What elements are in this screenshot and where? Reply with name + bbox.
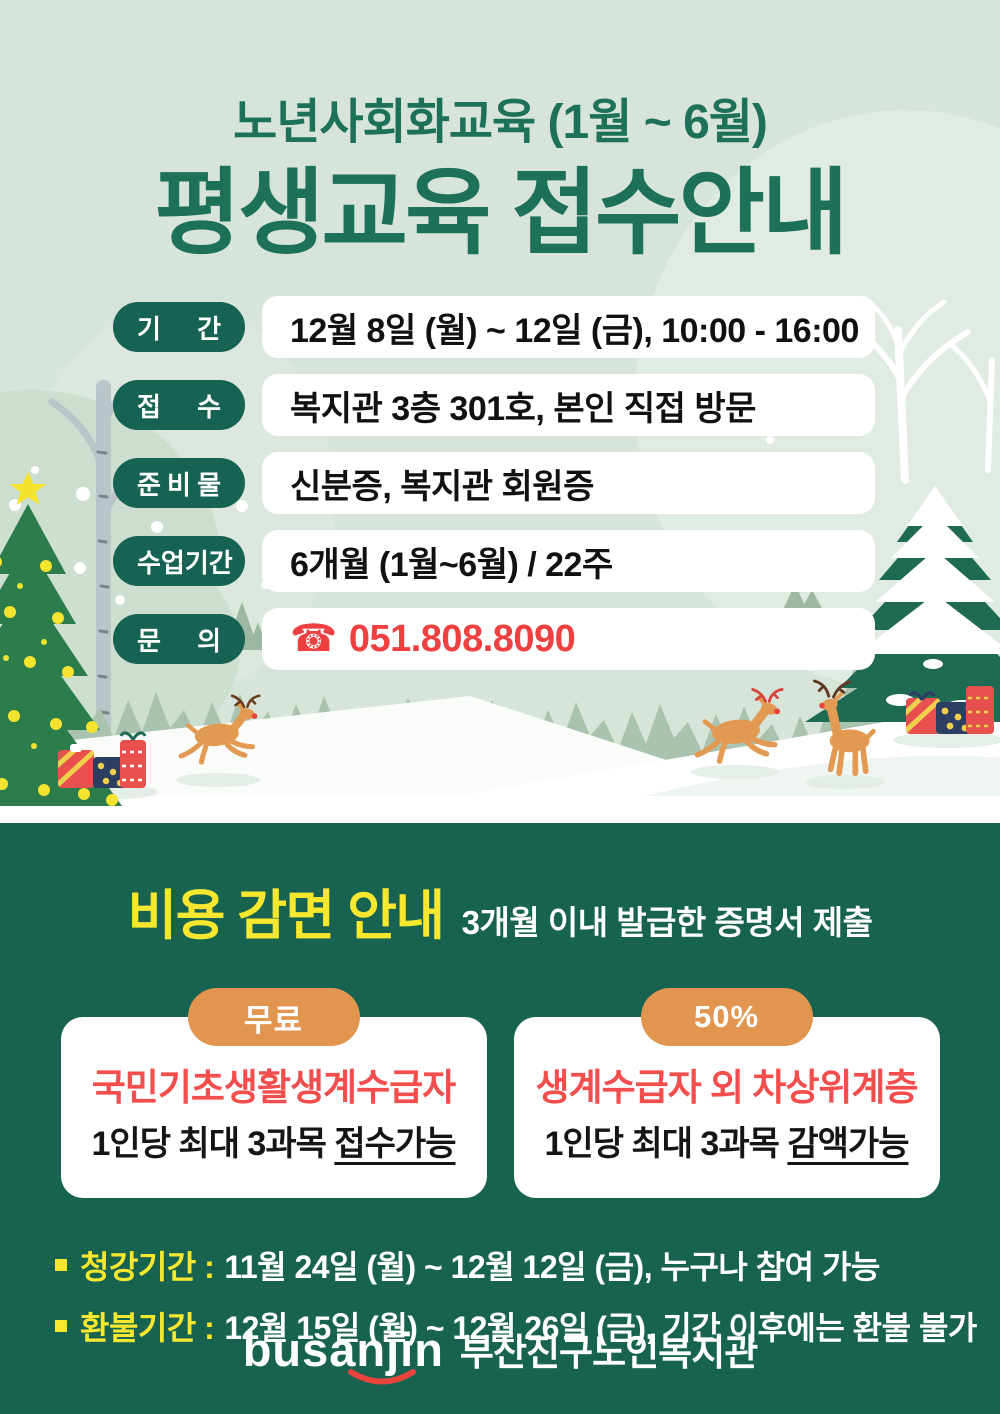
footer: busanjin 부산진구노인복지관 xyxy=(0,1322,1000,1384)
busanjin-logo: busanjin xyxy=(242,1322,444,1384)
card-line: 1인당 최대 3과목 접수가능 xyxy=(71,1122,477,1166)
period-notes: 청강기간 : 11월 24일 (월) ~ 12월 12일 (금), 누구나 참여… xyxy=(55,1242,1000,1349)
info-value: 6개월 (1월~6월) / 22주 xyxy=(262,530,875,592)
discount-cards: 무료 국민기초생활생계수급자 1인당 최대 3과목 접수가능 50% 생계수급자… xyxy=(0,988,1000,1198)
card-line-prefix: 1인당 최대 3과목 xyxy=(91,1124,335,1163)
info-value-phone: ☎ 051.808.8090 xyxy=(262,608,875,670)
card-body: 생계수급자 외 차상위계층 1인당 최대 3과목 감액가능 xyxy=(513,1017,940,1198)
discount-heading: 비용 감면 안내 3개월 이내 발급한 증명서 제출 xyxy=(0,823,1000,950)
info-value: 12월 8일 (월) ~ 12일 (금), 10:00 - 16:00 xyxy=(262,296,875,358)
card-body: 국민기초생활생계수급자 1인당 최대 3과목 접수가능 xyxy=(60,1017,487,1198)
discount-section: 비용 감면 안내 3개월 이내 발급한 증명서 제출 무료 국민기초생활생계수급… xyxy=(0,823,1000,1414)
note-label: 환불기간 : xyxy=(80,1309,215,1346)
card-line-prefix: 1인당 최대 3과목 xyxy=(544,1124,788,1163)
note-audit-period: 청강기간 : 11월 24일 (월) ~ 12월 12일 (금), 누구나 참여… xyxy=(55,1242,1000,1288)
card-highlight: 국민기초생활생계수급자 xyxy=(91,1067,456,1108)
organization-name: 부산진구노인복지관 xyxy=(459,1332,758,1373)
header-subtitle: 노년사회화교육 (1월 ~ 6월) xyxy=(233,96,768,149)
note-label: 청강기간 : xyxy=(80,1248,215,1285)
tree-ornaments xyxy=(0,557,118,806)
discount-subtitle: 3개월 이내 발급한 증명서 제출 xyxy=(461,904,873,941)
info-value: 신분증, 복지관 회원증 xyxy=(262,452,875,514)
card-badge: 50% xyxy=(640,988,813,1046)
star-icon xyxy=(9,471,47,505)
bullet-square-icon xyxy=(55,1258,67,1271)
card-line-underline: 접수가능 xyxy=(334,1124,456,1163)
gift-boxes-icon xyxy=(58,731,147,788)
note-text: 11월 24일 (월) ~ 12월 12일 (금), 누구나 참여 가능 xyxy=(224,1248,880,1285)
bullet-square-icon xyxy=(55,1319,67,1332)
card-highlight: 생계수급자 외 차상위계층 xyxy=(535,1067,919,1108)
discount-title: 비용 감면 안내 xyxy=(127,886,446,946)
info-value: 복지관 3층 301호, 본인 직접 방문 xyxy=(262,374,875,436)
busanjin-smile-icon xyxy=(348,1368,417,1384)
card-line-underline: 감액가능 xyxy=(787,1124,909,1163)
phone-number: 051.808.8090 xyxy=(348,617,576,660)
discount-card-half: 50% 생계수급자 외 차상위계층 1인당 최대 3과목 감액가능 xyxy=(513,988,940,1198)
discount-card-free: 무료 국민기초생활생계수급자 1인당 최대 3과목 접수가능 xyxy=(60,988,487,1198)
poster-header: 노년사회화교육 (1월 ~ 6월) 평생교육 접수안내 xyxy=(0,82,1000,262)
snowy-tree-icon xyxy=(805,486,1000,722)
page-title: 평생교육 접수안내 xyxy=(154,160,849,265)
note-text: 12월 15일 (월) ~ 12월 26일 (금), 기간 이후에는 환불 불가 xyxy=(224,1309,977,1346)
note-refund-period: 환불기간 : 12월 15일 (월) ~ 12월 26일 (금), 기간 이후에… xyxy=(55,1303,1000,1349)
phone-icon: ☎ xyxy=(290,618,337,660)
card-badge: 무료 xyxy=(187,988,360,1046)
gift-boxes-icon xyxy=(906,677,994,734)
busanjin-logo-text: busanjin xyxy=(242,1322,444,1376)
card-line: 1인당 최대 3과목 감액가능 xyxy=(524,1122,930,1166)
